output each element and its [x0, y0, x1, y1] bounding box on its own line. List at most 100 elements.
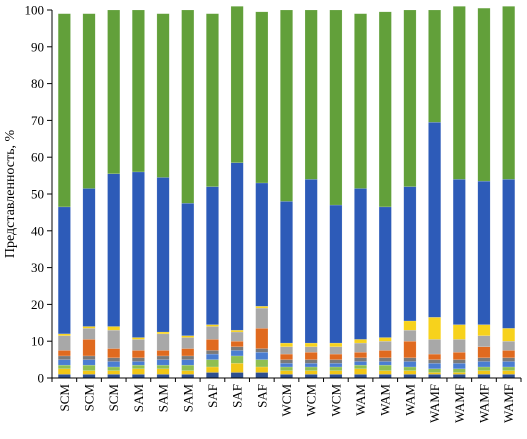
y-tick-label: 10 [31, 334, 44, 349]
y-tick-label: 60 [31, 150, 44, 165]
bar-segment [428, 122, 441, 318]
bar-segment [107, 173, 121, 327]
bar-segment [354, 368, 367, 375]
bar-stack [452, 6, 466, 379]
bar-segment [255, 348, 269, 353]
bar-stack [428, 9, 441, 379]
bar-segment [378, 341, 392, 351]
y-tick-label: 80 [31, 76, 44, 91]
bar-segment [280, 359, 293, 364]
bar-segment [452, 368, 466, 373]
bar-segment [329, 204, 343, 344]
bar-stack [329, 9, 343, 379]
bar-stack [477, 7, 491, 379]
x-category-label: WAMF [501, 384, 516, 423]
bar-segment [502, 341, 516, 351]
bar-segment [230, 329, 244, 333]
x-category-label: WAMF [452, 384, 467, 423]
bar-segment [57, 333, 71, 336]
bar-segment [230, 363, 244, 373]
bar-segment [57, 374, 71, 379]
bars-layer [57, 6, 516, 379]
bar-stack [156, 13, 170, 379]
bar-segment [280, 342, 293, 347]
bar-segment [477, 7, 491, 182]
x-category-label: WAM [378, 384, 393, 416]
x-category-label: WAM [353, 384, 368, 416]
bar-segment [132, 171, 145, 338]
bar-segment [156, 368, 170, 375]
bar-segment [378, 206, 392, 338]
x-category-label: SAF [230, 384, 245, 408]
bar-segment [82, 374, 96, 379]
bar-segment [354, 188, 367, 340]
bar-segment [206, 324, 219, 327]
bar-segment [452, 372, 466, 375]
bar-segment [428, 374, 441, 379]
x-category-label: SAM [180, 384, 195, 413]
bar-segment [156, 374, 170, 379]
bar-segment [255, 306, 269, 309]
x-category-label: SCM [82, 384, 97, 412]
bar-segment [156, 177, 170, 333]
x-category-label: SAF [205, 384, 220, 408]
y-tick-label: 20 [31, 297, 44, 312]
bar-segment [57, 13, 71, 208]
bar-stack [304, 9, 318, 379]
bar-segment [502, 6, 516, 180]
bar-segment [304, 179, 318, 344]
bar-segment [304, 342, 318, 347]
bar-segment [477, 335, 491, 347]
bar-segment [181, 335, 195, 338]
bar-segment [206, 13, 219, 187]
bar-segment [255, 328, 269, 349]
bar-segment [206, 350, 219, 355]
bar-segment [452, 324, 466, 340]
x-category-label: WCM [279, 384, 294, 417]
bar-segment [428, 363, 441, 369]
bar-segment [477, 361, 491, 368]
bar-segment [428, 353, 441, 360]
bar-stack [280, 9, 293, 379]
bar-segment [502, 370, 516, 375]
bar-segment [329, 353, 343, 360]
bar-segment [82, 188, 96, 327]
bar-stack [132, 9, 145, 379]
bar-segment [329, 342, 343, 347]
x-category-label: SAF [254, 384, 269, 408]
bar-segment [181, 374, 195, 379]
bar-segment [378, 361, 392, 366]
bar-segment [428, 368, 441, 373]
bar-segment [132, 350, 145, 358]
x-category-label: SCM [106, 384, 121, 412]
bar-segment [403, 186, 417, 322]
bar-segment [354, 13, 367, 189]
y-tick-label: 40 [31, 223, 44, 238]
bar-segment [329, 359, 343, 364]
bar-segment [354, 374, 367, 379]
x-category-label: WAMF [427, 384, 442, 423]
bar-segment [82, 364, 96, 371]
bar-segment [304, 370, 318, 375]
bar-segment [304, 352, 318, 360]
bar-segment [230, 331, 244, 342]
y-tick-label: 0 [38, 371, 45, 386]
bar-segment [329, 370, 343, 375]
bar-segment [156, 350, 170, 357]
bar-segment [428, 339, 441, 355]
bar-segment [181, 359, 195, 366]
bar-segment [477, 374, 491, 379]
bar-segment [354, 339, 367, 344]
bar-segment [107, 357, 121, 362]
bar-segment [329, 9, 343, 206]
bar-segment [206, 366, 219, 373]
bar-segment [206, 353, 219, 360]
bar-segment [428, 9, 441, 123]
bar-segment [403, 329, 417, 342]
bar-segment [57, 335, 71, 351]
x-category-label: WAMF [476, 384, 491, 423]
x-category-label: WAM [402, 384, 417, 416]
bar-segment [132, 374, 145, 379]
bar-segment [156, 333, 170, 351]
bar-segment [477, 357, 491, 362]
